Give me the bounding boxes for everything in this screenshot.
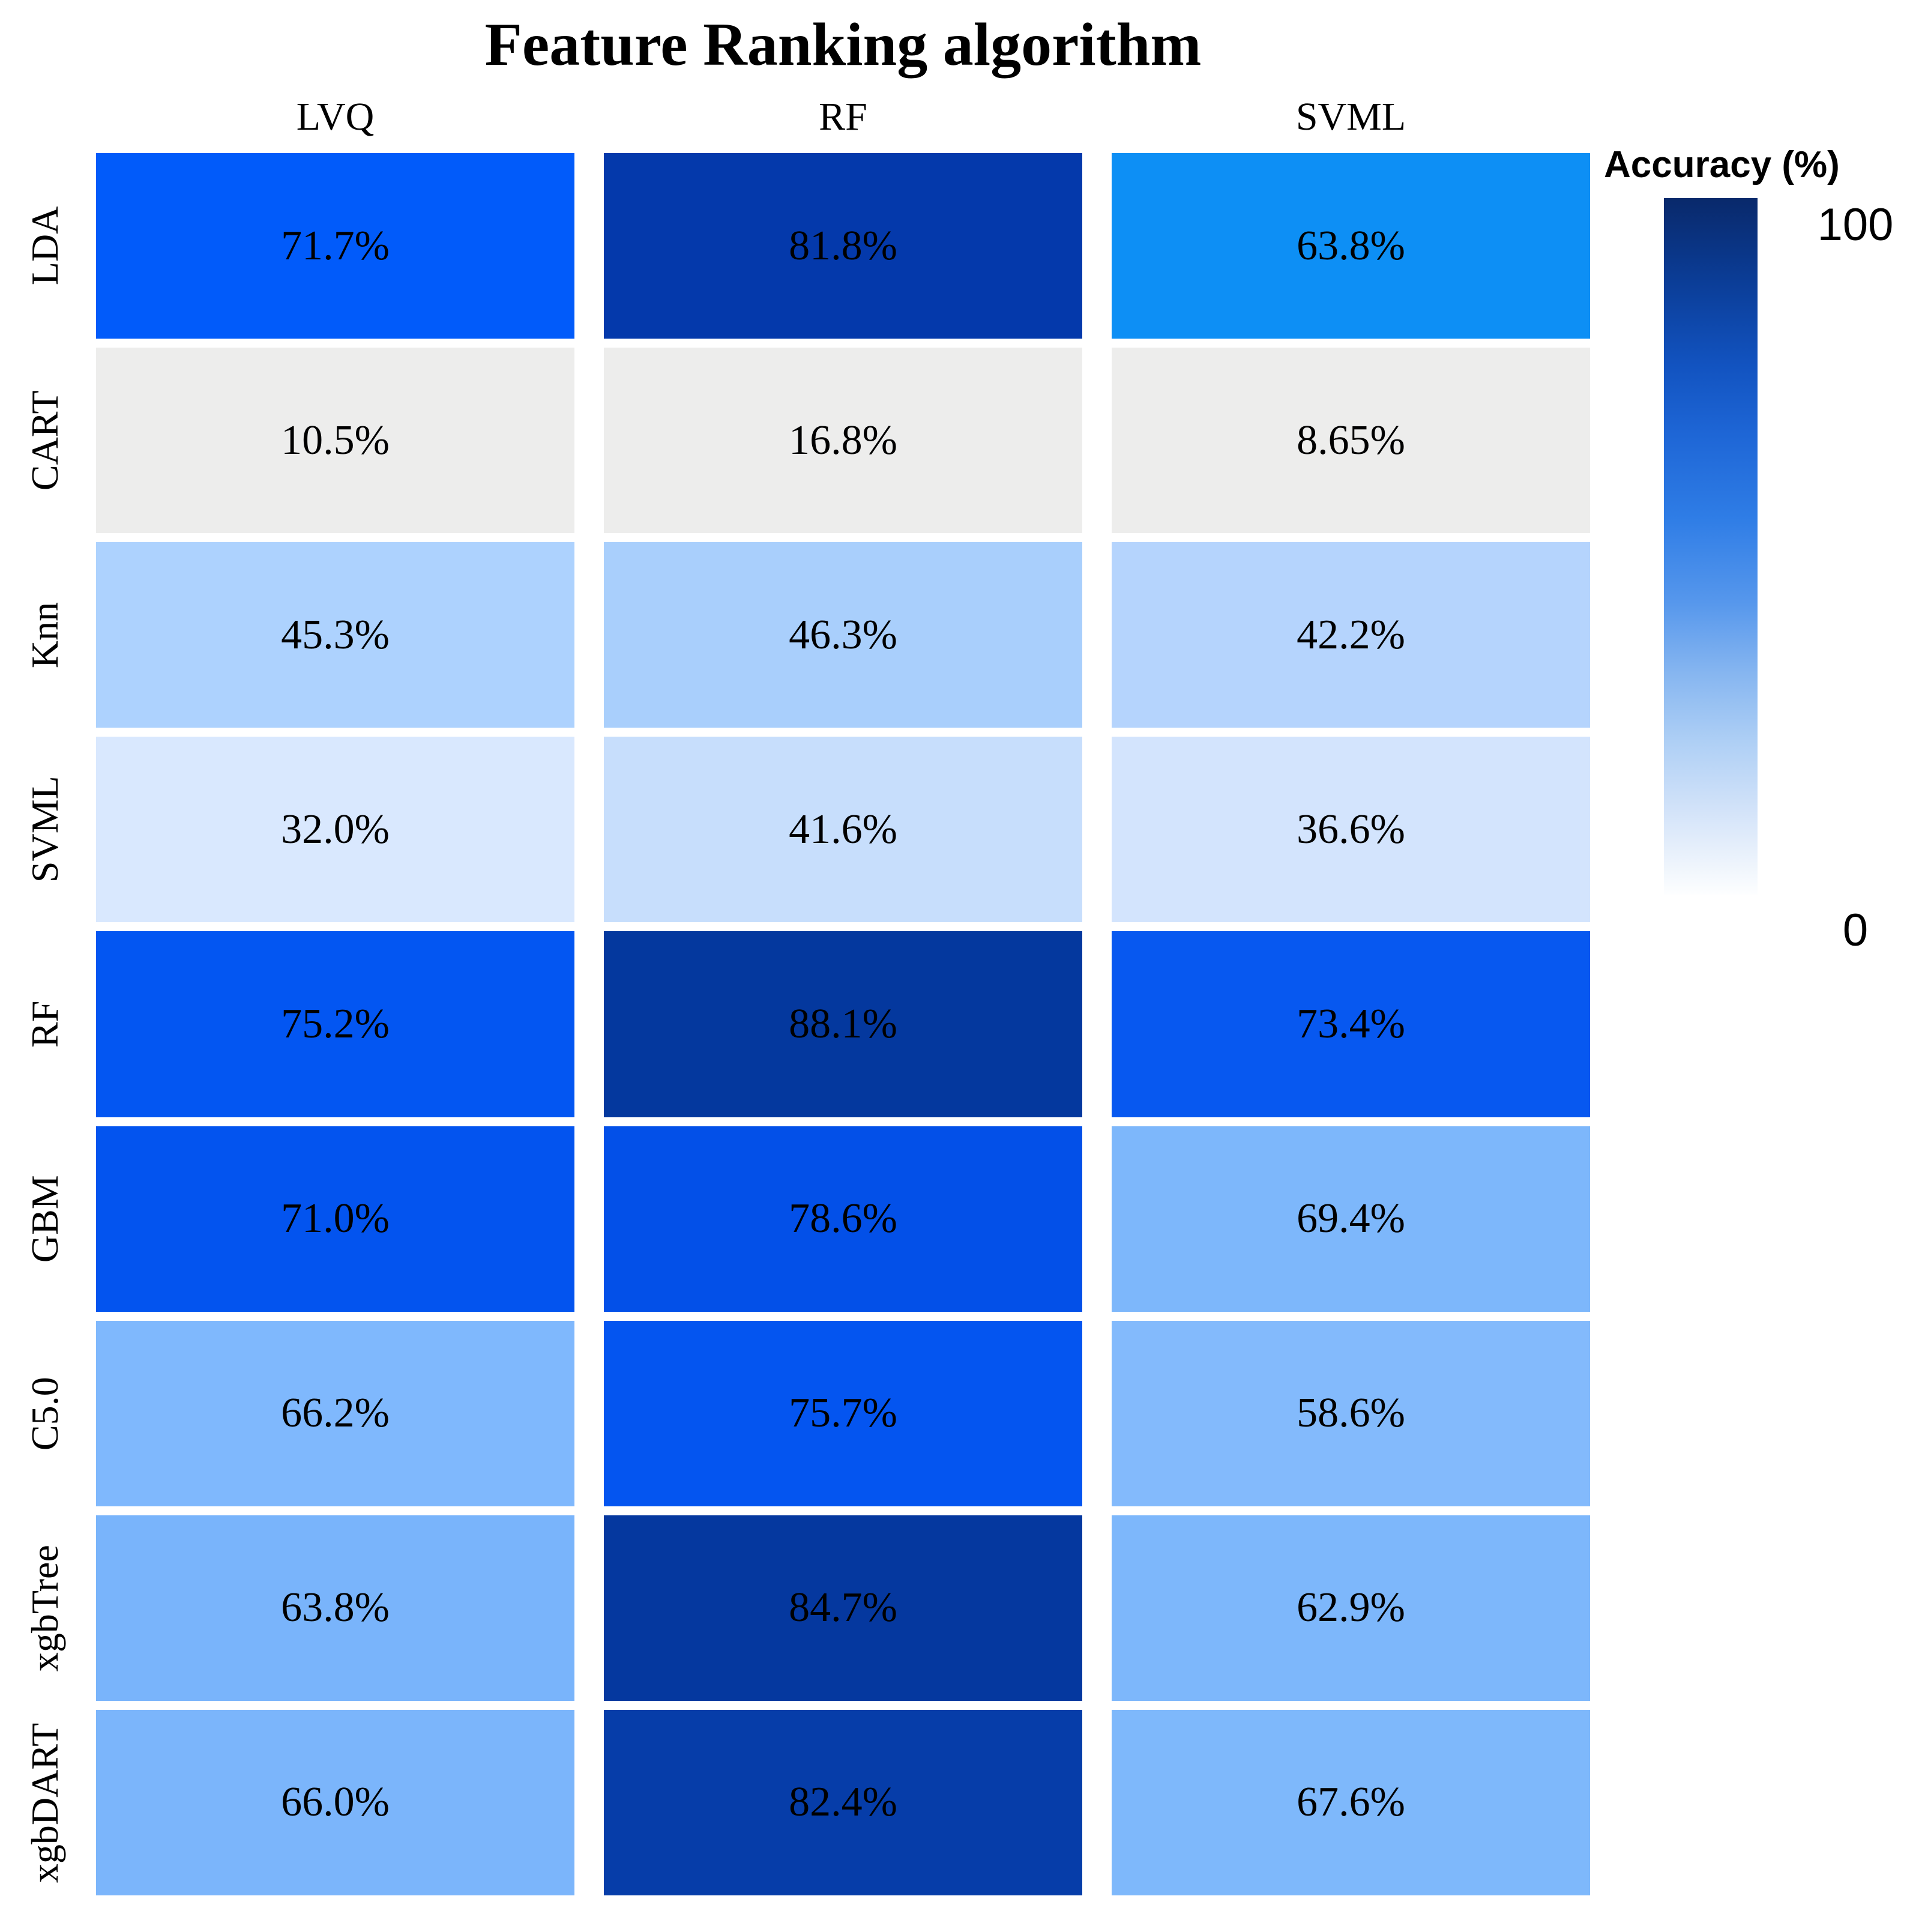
heatmap-cell-knn-lvq: 45.3% bbox=[96, 542, 574, 728]
row-label-knn: Knn bbox=[23, 602, 66, 668]
heatmap-cell-xgbtree-rf: 84.7% bbox=[604, 1515, 1082, 1701]
heatmap-cell-c50-rf: 75.7% bbox=[604, 1320, 1082, 1506]
page-title: Feature Ranking algorithm bbox=[484, 11, 1202, 79]
heatmap-cell-c50-lvq: 66.2% bbox=[96, 1320, 574, 1506]
row-label-cart: CART bbox=[23, 390, 66, 491]
heatmap-cell-xgbdart-rf: 82.4% bbox=[604, 1709, 1082, 1895]
heatmap-cell-gbm-rf: 78.6% bbox=[604, 1126, 1082, 1312]
heatmap-cell-lda-svml: 63.8% bbox=[1112, 153, 1590, 339]
row-label-lda: LDA bbox=[23, 206, 66, 286]
heatmap-cell-svml-lvq: 32.0% bbox=[96, 737, 574, 923]
row-label-xgbtree: xgbTree bbox=[23, 1544, 66, 1671]
heatmap-cell-knn-svml: 42.2% bbox=[1112, 542, 1590, 728]
heatmap-cell-rf-rf: 88.1% bbox=[604, 931, 1082, 1117]
legend-gradient-bar bbox=[1664, 198, 1758, 895]
row-label-rf: RF bbox=[23, 1000, 66, 1048]
row-label-column: LDA CART Knn SVML RF GBM C5.0 xgbTree xg… bbox=[0, 153, 90, 1895]
legend-max-label: 100 bbox=[1817, 199, 1894, 250]
legend-min-label: 0 bbox=[1842, 905, 1869, 956]
column-header-svml: SVML bbox=[1295, 95, 1406, 139]
heatmap-cell-rf-svml: 73.4% bbox=[1112, 931, 1590, 1117]
heatmap-cell-lda-rf: 81.8% bbox=[604, 153, 1082, 339]
legend-title: Accuracy (%) bbox=[1604, 144, 1840, 186]
column-header-row: LVQ RF SVML bbox=[96, 90, 1590, 144]
heatmap-cell-cart-rf: 16.8% bbox=[604, 348, 1082, 534]
row-label-xgbdart: xgbDART bbox=[23, 1722, 66, 1883]
heatmap-cell-knn-rf: 46.3% bbox=[604, 542, 1082, 728]
heatmap-cell-xgbtree-svml: 62.9% bbox=[1112, 1515, 1590, 1701]
heatmap-cell-lda-lvq: 71.7% bbox=[96, 153, 574, 339]
heatmap-cell-xgbtree-lvq: 63.8% bbox=[96, 1515, 574, 1701]
column-header-lvq: LVQ bbox=[296, 95, 375, 139]
heatmap-cell-svml-rf: 41.6% bbox=[604, 737, 1082, 923]
column-header-rf: RF bbox=[819, 95, 867, 139]
heatmap-cell-cart-lvq: 10.5% bbox=[96, 348, 574, 534]
heatmap-cell-xgbdart-lvq: 66.0% bbox=[96, 1709, 574, 1895]
heatmap-cell-rf-lvq: 75.2% bbox=[96, 931, 574, 1117]
heatmap-cell-svml-svml: 36.6% bbox=[1112, 737, 1590, 923]
row-label-c50: C5.0 bbox=[23, 1376, 66, 1451]
row-label-svml: SVML bbox=[23, 776, 66, 883]
heatmap-cell-gbm-svml: 69.4% bbox=[1112, 1126, 1590, 1312]
heatmap-grid: 71.7% 81.8% 63.8% 10.5% 16.8% 8.65% 45.3… bbox=[96, 153, 1590, 1895]
heatmap-cell-cart-svml: 8.65% bbox=[1112, 348, 1590, 534]
heatmap-cell-xgbdart-svml: 67.6% bbox=[1112, 1709, 1590, 1895]
heatmap-cell-c50-svml: 58.6% bbox=[1112, 1320, 1590, 1506]
heatmap-cell-gbm-lvq: 71.0% bbox=[96, 1126, 574, 1312]
row-label-gbm: GBM bbox=[23, 1175, 66, 1263]
